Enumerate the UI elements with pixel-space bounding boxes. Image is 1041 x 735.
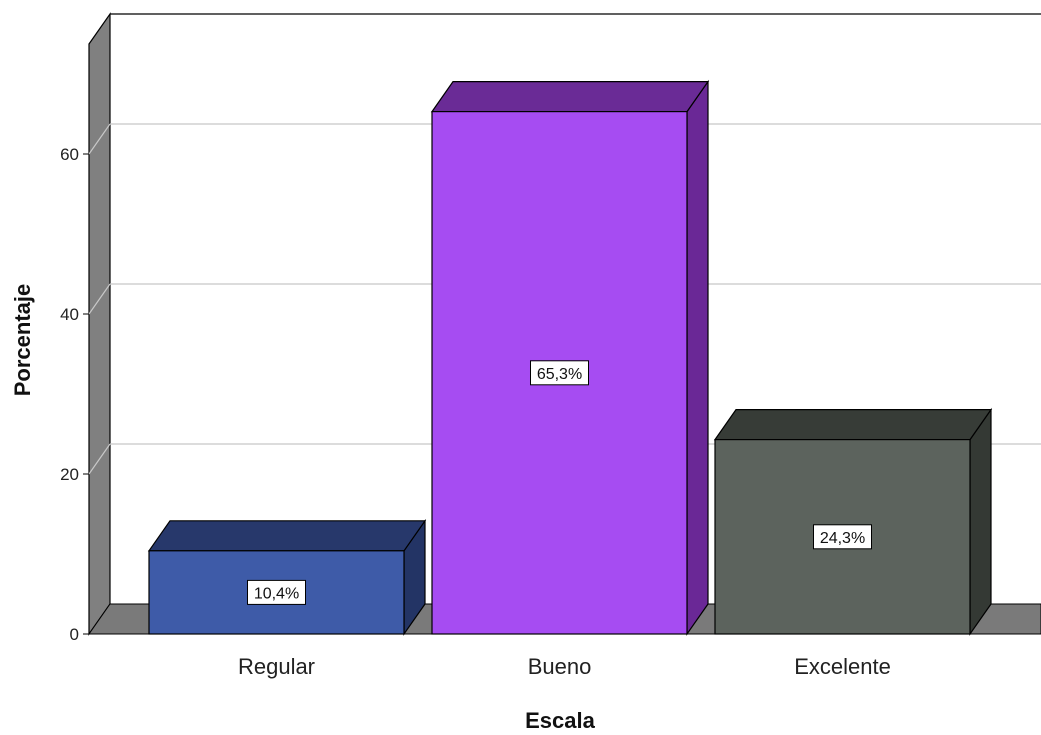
y-tick-label: 20 xyxy=(60,465,79,484)
data-label: 24,3% xyxy=(820,530,865,547)
bar-top xyxy=(713,409,993,441)
gridline-wall xyxy=(88,123,111,155)
bar-side xyxy=(969,407,992,636)
data-label-box xyxy=(813,524,872,550)
data-label: 65,3% xyxy=(537,366,582,383)
left-wall xyxy=(88,12,111,636)
x-category-label: Regular xyxy=(238,654,315,679)
y-tick-label: 0 xyxy=(70,625,79,644)
gridline-wall xyxy=(88,283,111,315)
data-label: 10,4% xyxy=(254,585,299,602)
y-axis-title: Porcentaje xyxy=(10,284,35,397)
bar-regular: 10,4% xyxy=(147,518,427,636)
y-axis-ticks: 0 20 40 60 xyxy=(60,145,89,644)
bar-side xyxy=(686,79,709,636)
bar-bueno: 65,3% xyxy=(430,79,710,636)
x-category-label: Excelente xyxy=(794,654,891,679)
x-axis-categories: Regular Bueno Excelente xyxy=(238,654,891,679)
data-label-box xyxy=(530,360,589,386)
data-label-box xyxy=(247,579,306,605)
gridline-wall xyxy=(88,443,111,475)
y-tick-label: 60 xyxy=(60,145,79,164)
bar-top xyxy=(430,80,710,113)
bar-excelente: 24,3% xyxy=(713,407,993,636)
x-category-label: Bueno xyxy=(528,654,592,679)
bars: 10,4% 65,3% 24,3% xyxy=(147,79,993,636)
bar-top xyxy=(147,520,427,552)
y-tick-label: 40 xyxy=(60,305,79,324)
x-axis-title: Escala xyxy=(525,708,595,733)
